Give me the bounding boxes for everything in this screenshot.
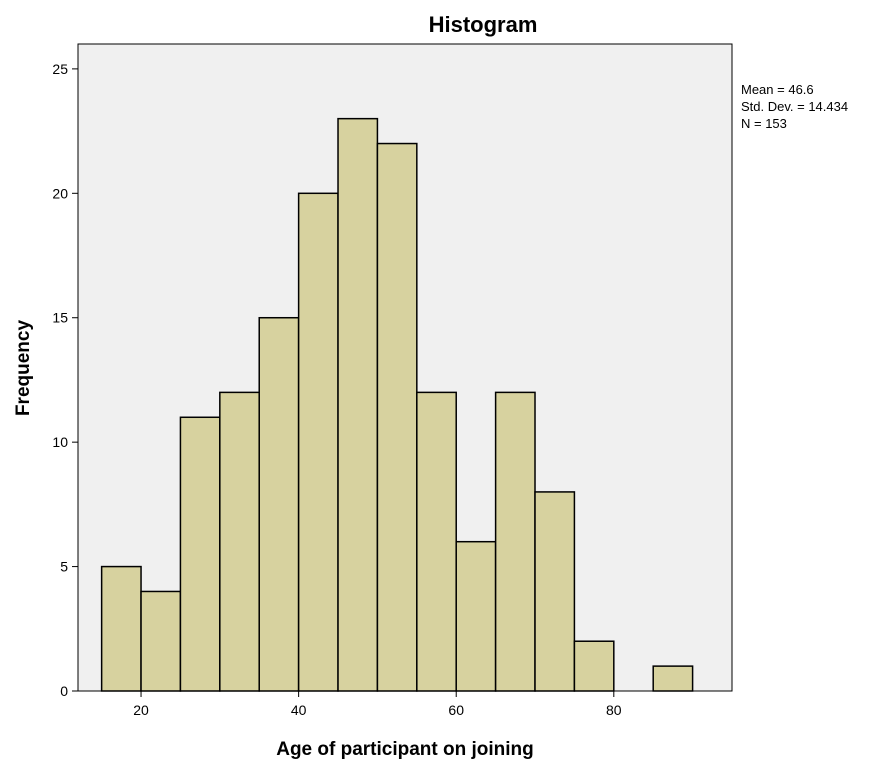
stats-box: Mean = 46.6 Std. Dev. = 14.434 N = 153 [741,82,848,131]
histogram-bar-85-90 [652,665,694,692]
y-tick-label-0: 0 [60,683,68,699]
y-tick-label-10: 10 [52,434,68,450]
histogram-bar-45-50 [337,117,379,692]
stats-n: N = 153 [741,116,787,131]
x-tick-label-60: 60 [448,702,464,718]
y-tick-label-20: 20 [52,185,68,201]
histogram-bar-40-45 [297,192,339,692]
histogram-bar-65-70 [494,391,536,692]
y-tick-label-25: 25 [52,61,68,77]
histogram-bar-30-35 [219,391,260,692]
x-tick-label-40: 40 [291,702,307,718]
histogram-bar-15-20 [100,565,142,692]
x-tick-label-80: 80 [606,702,622,718]
histogram-bar-20-25 [140,590,182,692]
y-tick-label-5: 5 [60,559,68,575]
histogram-bar-50-55 [376,142,418,692]
x-axis: 20 40 60 80 [133,691,622,718]
histogram-bar-25-30 [179,416,221,692]
histogram-bar-75-80 [573,640,615,692]
y-tick-label-15: 15 [52,310,68,326]
histogram-bar-55-60 [416,391,457,692]
x-tick-label-20: 20 [133,702,149,718]
x-axis-label: Age of participant on joining [276,739,534,760]
y-axis-label: Frequency [13,320,34,417]
chart-title: Histogram [429,12,538,37]
stats-std-dev: Std. Dev. = 14.434 [741,99,848,114]
bars-group [100,117,694,692]
stats-mean: Mean = 46.6 [741,82,814,97]
histogram-bar-35-40 [258,316,300,692]
y-axis: 0 5 10 15 20 25 [52,61,78,699]
histogram-bar-70-75 [534,491,576,692]
histogram-bar-60-65 [455,540,497,692]
